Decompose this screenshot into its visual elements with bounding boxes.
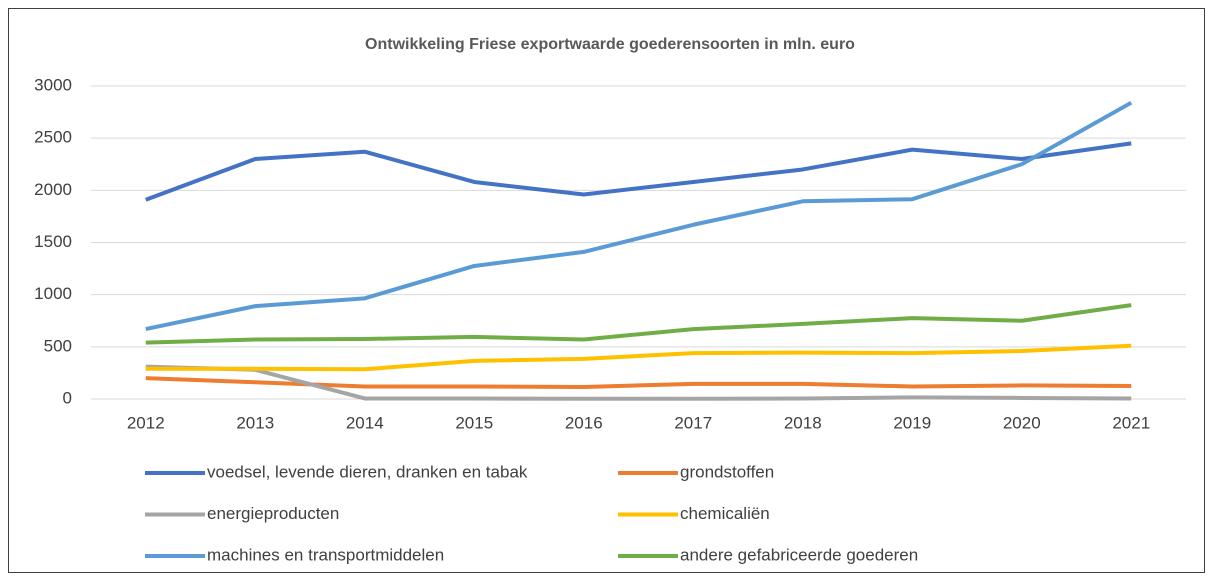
- legend-label: machines en transportmiddelen: [207, 545, 444, 564]
- x-tick-label: 2017: [674, 413, 712, 432]
- chart-frame: [8, 8, 1205, 573]
- x-tick-label: 2021: [1112, 413, 1150, 432]
- y-tick-label: 1500: [34, 232, 72, 251]
- series-line: [145, 364, 1132, 401]
- x-tick-label: 2015: [455, 413, 493, 432]
- series-line: [145, 100, 1133, 332]
- x-tick-label: 2016: [565, 413, 603, 432]
- x-tick-label: 2014: [346, 413, 384, 432]
- y-tick-label: 2000: [34, 180, 72, 199]
- x-tick-label: 2020: [1003, 413, 1041, 432]
- chart-title: Ontwikkeling Friese exportwaarde goedere…: [365, 36, 855, 53]
- y-tick-label: 500: [44, 336, 72, 355]
- legend-label: grondstoffen: [680, 462, 774, 481]
- series-line: [145, 343, 1132, 372]
- x-tick-label: 2013: [236, 413, 274, 432]
- y-tick-label: 2500: [34, 128, 72, 147]
- series-line: [145, 303, 1132, 345]
- legend-label: energieproducten: [207, 504, 339, 523]
- series-line: [145, 141, 1132, 202]
- x-tick-label: 2018: [784, 413, 822, 432]
- x-tick-label: 2012: [127, 413, 165, 432]
- x-tick-label: 2019: [893, 413, 931, 432]
- legend-label: andere gefabriceerde goederen: [680, 545, 918, 564]
- y-tick-label: 1000: [34, 284, 72, 303]
- legend-label: chemicaliën: [680, 504, 770, 523]
- legend-label: voedsel, levende dieren, dranken en taba…: [207, 462, 528, 481]
- y-tick-label: 3000: [34, 75, 72, 94]
- y-tick-label: 0: [63, 388, 72, 407]
